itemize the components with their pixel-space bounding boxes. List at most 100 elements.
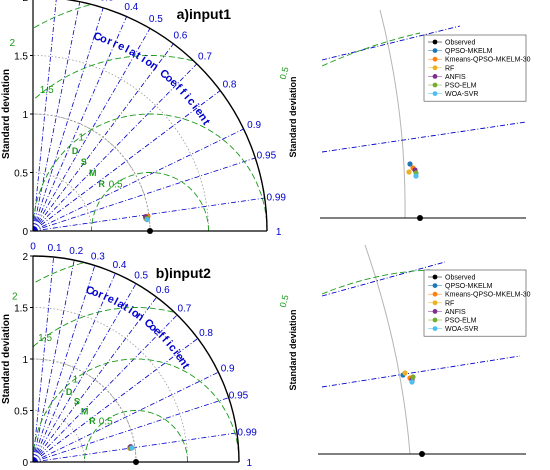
zoom-y-axis-label: Standard deviation [288,76,298,157]
rmsd-tick-label: 1 [78,132,84,143]
correlation-tick-label: 0.9 [221,364,235,375]
std-arc [32,172,92,232]
correlation-axis-letter: t [121,301,131,313]
correlation-axis-letter: e [116,40,127,53]
zoom-rmsd-label: 0.5 [278,294,291,309]
correlation-axis-letter: o [98,32,109,46]
correlation-ray [32,338,199,463]
outer-arc [32,255,240,463]
correlation-tick-label: 0.6 [156,285,170,296]
legend-label: QPSO-MKELM [445,48,493,55]
legend-marker [432,326,438,331]
rmsd-arc [32,358,240,462]
rmsd-axis-letter: M [81,406,89,416]
correlation-axis-letter: f [159,334,171,345]
correlation-axis-letter: f [173,82,184,93]
y-tick-label: 0.5 [14,169,28,180]
legend-label: WOA-SVR [445,326,478,333]
correlation-tick-label: 0.2 [69,246,83,257]
correlation-tick-label: 1 [247,458,253,469]
rmsd-axis-letter: M [89,168,97,178]
correlation-ray [32,197,265,232]
correlation-ray [32,63,198,232]
legend-label: Observed [445,275,475,282]
correlation-axis-letter: r [96,289,105,302]
legend-marker [432,82,438,88]
zoom-std-arc [379,9,406,219]
zoom-rmsd-label: 0.5 [278,66,291,81]
y-tick-label: 1 [22,110,28,121]
correlation-ray [32,1,81,232]
correlation-axis-letter: a [115,298,127,312]
correlation-axis-letter: r [101,291,110,304]
rmsd-axis-letter: S [74,397,80,407]
zoom-correlation-ray [321,25,461,61]
correlation-tick-label: 0.6 [173,30,187,41]
correlation-axis-letter: r [105,35,114,48]
legend-label: RF [445,65,454,72]
correlation-ray [32,90,221,232]
taylor-panel-1: 00.10.20.30.40.50.60.70.80.90.950.9910.5… [1,0,286,238]
point-woa-svr [144,216,150,223]
rmsd-axis-letter: R [98,179,105,189]
correlation-tick-label: 0.99 [237,427,257,438]
legend-box [423,269,527,337]
correlation-axis-letter: i [181,92,192,102]
y-tick-label: 2 [22,0,28,4]
legend-label: Observed [445,40,475,47]
rmsd-arc [32,55,193,101]
correlation-axis-letter: i [126,305,135,317]
correlation-axis-letter: l [123,44,131,56]
y-axis-label: Standard deviation [1,69,12,159]
correlation-tick-label: 0.7 [177,304,191,315]
legend-label: QPSO-MKELM [445,283,493,290]
zoom-rmsd-arc [321,32,421,67]
zoom-correlation-ray [321,261,446,297]
correlation-axis-letter: t [133,50,143,62]
rmsd-tick-label: 2 [12,291,18,302]
legend-marker [432,48,438,53]
rmsd-axis-letter: S [81,157,87,167]
legend-label: PSO-ELM [445,83,477,90]
panel-title: b)input2 [156,265,211,281]
legend-label: RF [445,300,454,307]
zoom-point-qpso-mkelm [407,161,413,167]
legend-marker [432,74,438,79]
correlation-tick-label: 1 [276,227,282,238]
correlation-axis-letter: t [200,118,212,128]
legend-marker [432,283,438,288]
zoom-correlation-ray [321,121,527,153]
rmsd-tick-label: 0.5 [99,416,113,427]
correlation-tick-label: 0.9 [247,120,261,131]
correlation-ray [32,283,137,463]
correlation-tick-label: 0.95 [229,390,249,401]
legend-box [423,34,527,102]
correlation-axis-letter: i [163,339,174,349]
legend-marker [432,39,438,45]
legend-label: Kmeans-QPSO-MKELM-30 [445,292,531,299]
correlation-tick-label: 0.3 [100,0,114,4]
correlation-ray [32,7,104,232]
rmsd-arc [32,4,90,29]
correlation-tick-label: 0.1 [48,243,62,254]
y-tick-label: 0 [22,227,28,238]
zoom-point-rf [406,169,412,175]
rmsd-arc [32,113,268,231]
outer-arc [65,0,268,232]
legend-marker [432,291,438,297]
correlation-axis-letter: a [127,46,139,60]
correlation-tick-label: 0.5 [134,271,148,282]
correlation-axis-letter: l [112,296,120,308]
legend-label: ANFIS [445,74,466,81]
rmsd-axis-letter: R [89,416,96,426]
correlation-ray [32,43,174,232]
y-tick-label: 0 [22,458,28,469]
rmsd-axis-letter: D [66,387,73,397]
correlation-tick-label: 0.8 [199,328,213,339]
zoom-point-woa-svr [409,379,415,385]
std-arc [32,55,209,232]
rmsd-tick-label: 0.5 [109,180,123,191]
